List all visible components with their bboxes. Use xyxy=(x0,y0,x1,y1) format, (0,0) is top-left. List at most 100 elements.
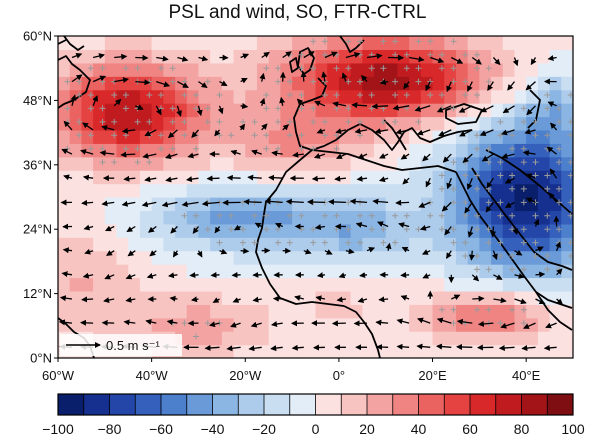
significance-plus xyxy=(380,118,387,125)
pressure-cell xyxy=(233,143,246,158)
pressure-cell xyxy=(69,264,82,279)
wind-arrow xyxy=(556,268,563,276)
significance-plus xyxy=(497,253,504,259)
pressure-cell xyxy=(491,317,504,332)
significance-plus xyxy=(544,105,551,112)
pressure-cell xyxy=(93,143,106,158)
pressure-cell xyxy=(198,170,211,185)
significance-plus xyxy=(239,226,246,233)
pressure-cell xyxy=(58,103,71,118)
pressure-cell xyxy=(409,36,422,51)
wind-arrow xyxy=(206,175,220,182)
pressure-cell xyxy=(514,183,527,198)
pressure-cell xyxy=(526,183,539,198)
significance-plus xyxy=(556,199,562,206)
significance-plus xyxy=(497,212,504,219)
pressure-cell xyxy=(362,250,375,265)
wind-arrow xyxy=(148,225,157,233)
wind-arrow xyxy=(282,51,292,59)
pressure-cell xyxy=(268,103,281,118)
pressure-cell xyxy=(163,237,176,252)
pressure-cell xyxy=(502,197,516,212)
wind-arrow xyxy=(114,53,128,60)
wind-arrow xyxy=(351,102,368,109)
pressure-cell xyxy=(549,36,562,51)
wind-arrow xyxy=(120,151,136,158)
significance-plus xyxy=(485,226,492,233)
pressure-cell xyxy=(292,344,305,358)
significance-plus xyxy=(193,105,200,112)
pressure-cell xyxy=(268,237,281,252)
significance-plus xyxy=(509,145,516,152)
pressure-cell xyxy=(409,183,422,198)
significance-plus xyxy=(520,159,527,166)
wind-arrow xyxy=(522,322,536,329)
pressure-cell xyxy=(233,317,246,332)
significance-plus xyxy=(99,65,106,72)
colorbar-tick-label: 0 xyxy=(312,421,320,437)
wind-arrow xyxy=(524,128,536,135)
reference-vector: 0.5 m s⁻¹ xyxy=(60,334,182,356)
significance-plus xyxy=(556,118,562,125)
wind-arrow xyxy=(271,150,283,157)
significance-plus xyxy=(134,159,141,166)
wind-arrow xyxy=(201,200,220,207)
pressure-cell xyxy=(175,143,188,158)
lon-tick-label: 40°E xyxy=(512,368,541,383)
significance-plus xyxy=(286,92,293,98)
pressure-cell xyxy=(151,62,164,77)
pressure-cell xyxy=(420,331,434,346)
pressure-cell xyxy=(338,197,352,212)
pressure-cell xyxy=(58,116,71,131)
significance-plus xyxy=(228,212,235,219)
pressure-cell xyxy=(561,76,573,91)
pressure-cell xyxy=(491,331,504,346)
significance-plus xyxy=(450,78,457,85)
wind-arrow xyxy=(324,249,333,255)
pressure-cell xyxy=(444,210,457,225)
pressure-cell xyxy=(163,277,176,292)
pressure-cell xyxy=(362,143,375,158)
pressure-cell xyxy=(385,197,399,212)
pressure-cell xyxy=(245,197,258,212)
pressure-cell xyxy=(479,237,492,252)
pressure-cell xyxy=(444,317,457,332)
pressure-cell xyxy=(455,62,469,77)
pressure-cell xyxy=(561,304,573,319)
pressure-cell xyxy=(245,103,258,118)
significance-plus xyxy=(497,159,504,166)
pressure-cell xyxy=(198,277,211,292)
wind-arrow xyxy=(464,202,473,214)
significance-plus xyxy=(485,159,492,166)
colorbar-swatch xyxy=(315,394,342,415)
significance-plus xyxy=(204,105,211,112)
pressure-cell xyxy=(420,116,434,131)
wind-arrow xyxy=(240,247,250,254)
pressure-cell xyxy=(292,36,305,51)
pressure-cell xyxy=(338,89,352,104)
pressure-cell xyxy=(444,36,457,51)
wind-arrow xyxy=(417,317,431,324)
pressure-cell xyxy=(502,36,516,51)
significance-plus xyxy=(462,320,469,327)
pressure-cell xyxy=(409,210,422,225)
significance-plus xyxy=(438,306,445,313)
pressure-cell xyxy=(491,290,504,305)
pressure-cell xyxy=(561,264,573,279)
pressure-cell xyxy=(69,277,82,292)
pressure-cell xyxy=(139,103,153,118)
wind-arrow xyxy=(500,322,515,329)
pressure-cell xyxy=(69,237,82,252)
pressure-cell xyxy=(385,237,399,252)
pressure-cell xyxy=(444,170,457,185)
pressure-cell xyxy=(128,197,141,212)
pressure-cell xyxy=(549,237,562,252)
pressure-cell xyxy=(268,89,281,104)
pressure-cell xyxy=(104,103,118,118)
pressure-cell xyxy=(432,156,445,171)
pressure-cell xyxy=(245,344,258,358)
significance-plus xyxy=(450,38,457,45)
significance-plus xyxy=(462,172,469,179)
pressure-cell xyxy=(245,89,258,104)
wind-arrow xyxy=(135,104,144,110)
